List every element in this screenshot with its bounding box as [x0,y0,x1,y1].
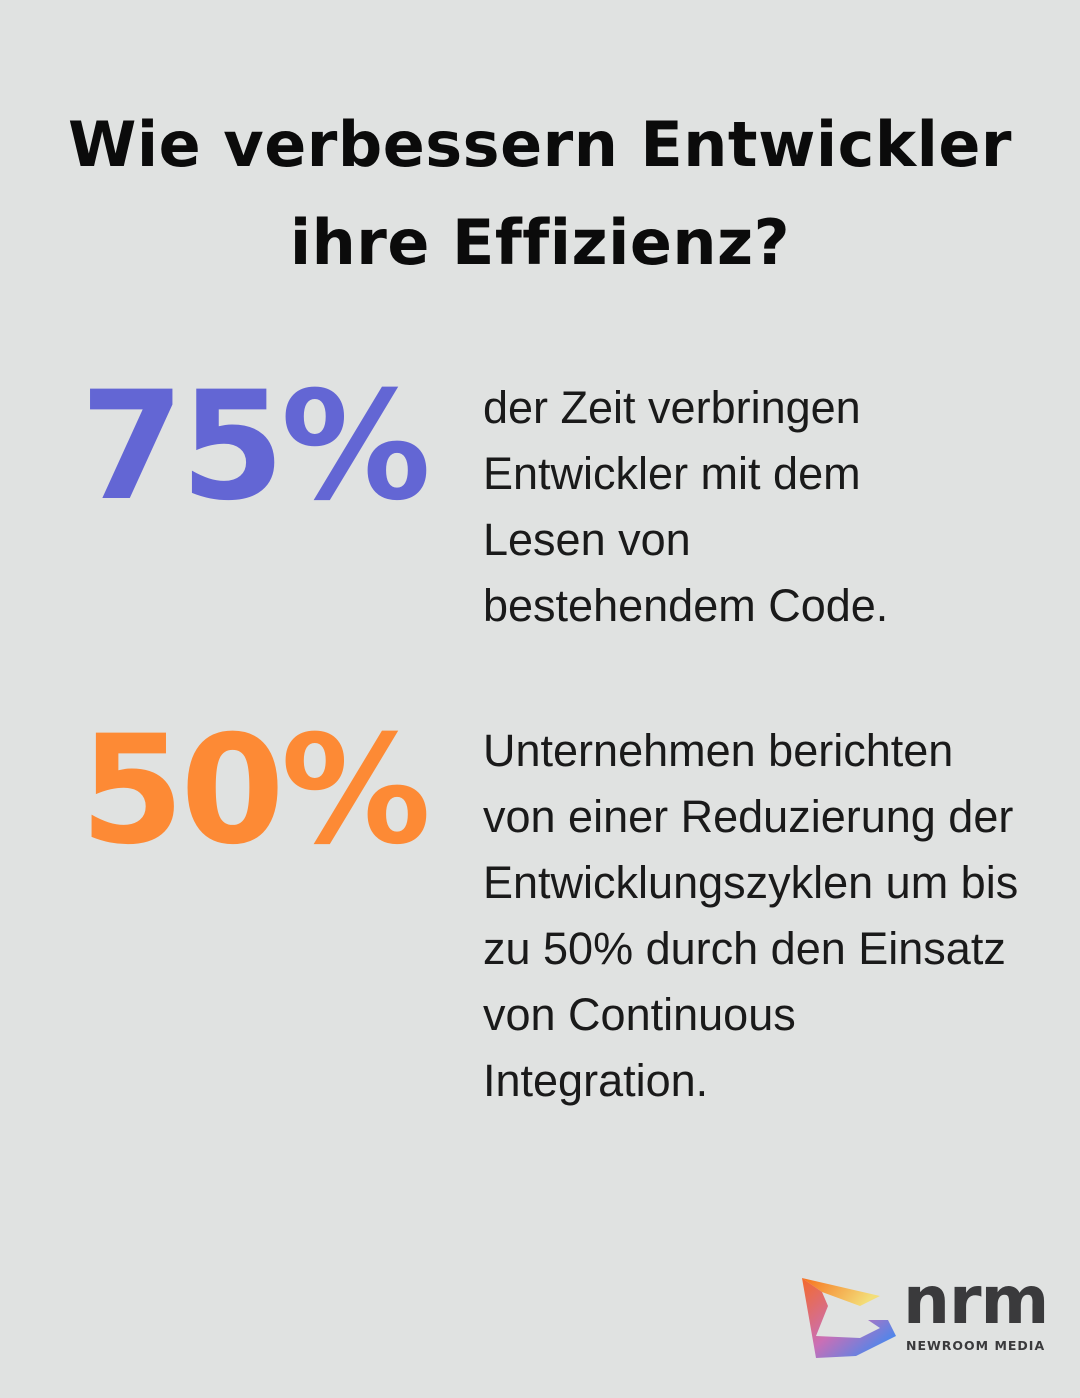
newroom-media-logo-icon [802,1278,896,1358]
title-line-2: ihre Effizienz? [289,206,791,279]
page-title: Wie verbessern Entwickler ihre Effizienz… [0,96,1080,292]
title-line-1: Wie verbessern Entwickler [68,108,1012,181]
stat-value-75: 75% [80,360,431,534]
stat-description-75: der Zeit verbringen Entwickler mit dem L… [483,382,889,631]
logo-name: NEWROOM MEDIA [906,1338,1046,1353]
newroom-media-logo: nrm NEWROOM MEDIA [800,1268,1050,1366]
stat-description-50: Unternehmen berichten von einer Reduzier… [483,725,1019,1106]
stat-value-50: 50% [80,704,431,878]
logo-wordmark: nrm [903,1262,1049,1339]
